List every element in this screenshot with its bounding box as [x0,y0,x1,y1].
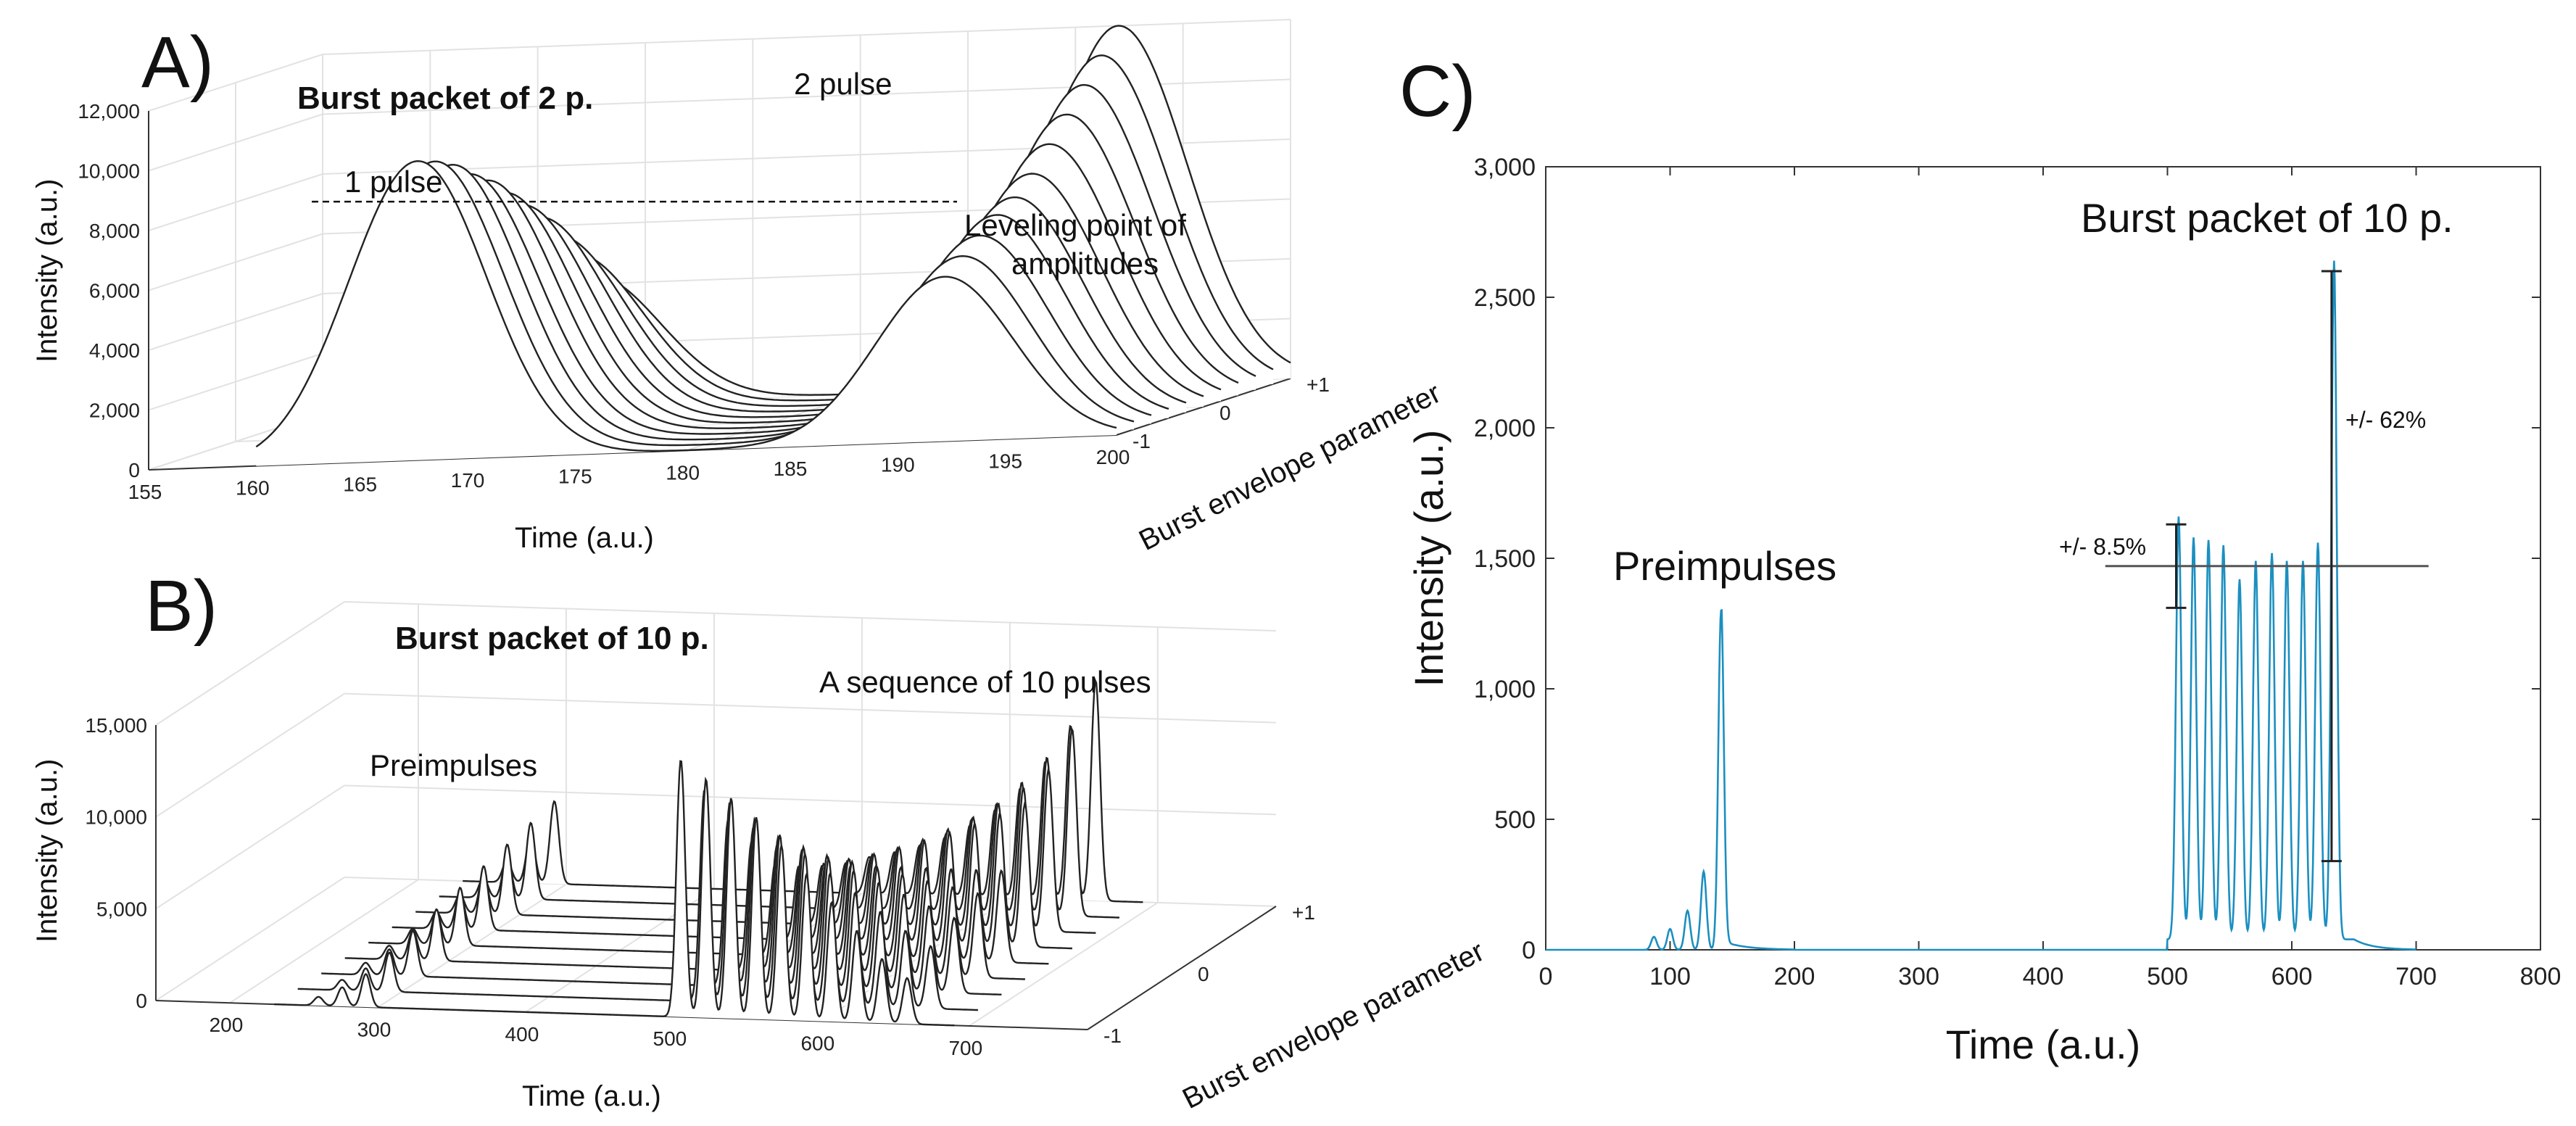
panel-b-annotation-sequence: A sequence of 10 pulses [819,665,1151,699]
panel-c-xtick-label: 100 [1649,963,1691,990]
panel-c-annotation-62: +/- 62% [2345,407,2426,433]
panel-c-ytick-label: 0 [1522,937,1536,964]
panel-c-ytick-label: 1,500 [1474,545,1536,573]
panel-b-xtick-label: 600 [800,1032,834,1055]
panel-b-z-axis [1087,906,1277,1030]
panel-a-xtick-label: 170 [451,469,485,492]
panel-b-ztick-label: -1 [1103,1024,1122,1047]
panel-c-series-line [1546,260,2416,951]
panel-c-ytick-label: 500 [1494,806,1536,834]
panel-a-xtick-label: 195 [988,450,1022,472]
panel-a-xtick-label: 165 [343,473,377,495]
panel-c-ytick-label: 1,000 [1474,676,1536,703]
panel-a-chart: 0 2,000 4,000 6,000 8,000 10,000 12,000 155 160 1… [31,19,1446,557]
panel-b-ztick-label: +1 [1292,901,1315,924]
panel-a-xtick-label: 180 [666,461,700,484]
panel-c-xtick-label: 0 [1539,963,1553,990]
panel-a-ytick-label: 2,000 [89,400,140,422]
panel-a-ztick-label: +1 [1306,373,1330,396]
panel-c-xtick-label: 600 [2271,963,2313,990]
panel-a-annotation-amplitudes: amplitudes [1011,247,1159,281]
panel-c-chart: 0 100 200 300 400 500 600 700 800 0 500 1,000 1,500 2… [1399,51,2561,1067]
panel-a-ztick-label: 0 [1219,402,1231,424]
panel-c-ytick-label: 2,500 [1474,284,1536,312]
panel-b-xtick-label: 200 [210,1014,244,1036]
panel-b-trace-fill [274,761,955,1026]
panel-b-trace [297,790,978,1011]
panel-b-xlabel: Time (a.u.) [522,1080,661,1112]
panel-a-ytick-label: 4,000 [89,339,140,362]
panel-b-title: Burst packet of 10 p. [395,621,709,656]
panel-b-grid-line [155,877,345,1001]
panel-a-ytick-label: 12,000 [78,100,140,123]
panel-a-xtick-label: 175 [558,465,592,488]
panel-a-xtick-label: 155 [128,481,162,503]
panel-b-ytick-label: 15,000 [85,714,147,737]
panel-b-ylabel: Intensity (a.u.) [31,759,63,943]
panel-a-xtick-label: 160 [236,477,270,500]
panel-b-letter: B) [145,566,218,647]
panel-b-grid-line [229,879,419,1004]
panel-c-ytick-label: 2,000 [1474,415,1536,442]
panel-b-grid-line [344,601,1277,632]
panel-a-ztick-label: -1 [1132,430,1151,452]
panel-a-letter: A) [141,22,214,103]
panel-a-annotation-leveling: Leveling point of [964,208,1186,242]
panel-c-xlabel: Time (a.u.) [1946,1022,2141,1067]
panel-b-xtick-label: 700 [948,1037,982,1059]
panel-c-annotation-8-5: +/- 8.5% [2059,534,2146,560]
panel-a-title: Burst packet of 2 p. [297,80,593,116]
panel-b-xtick-label: 400 [505,1023,539,1046]
panel-b-xtick-label: 500 [653,1027,687,1050]
panel-a-ytick-label: 0 [128,459,140,481]
panel-c-xtick-label: 500 [2147,963,2188,990]
panel-a-annotation-2-pulse: 2 pulse [794,67,892,101]
panel-b-annotation-preimpulses: Preimpulses [370,748,537,782]
panel-c-xtick-label: 700 [2395,963,2437,990]
panel-b-trace [274,760,955,1027]
panel-a-ytick-label: 8,000 [89,220,140,242]
panel-c-xtick-label: 200 [1774,963,1815,990]
panel-b-ytick-label: 5,000 [96,898,147,920]
panel-a-xtick-label: 200 [1096,446,1130,468]
panel-a-ytick-label: 6,000 [89,280,140,302]
panel-b-grid-line [344,785,1277,816]
panel-a-ytick-label: 10,000 [78,160,140,183]
panel-b-grid-line [155,692,345,818]
panel-c-annotation-preimpulses: Preimpulses [1613,543,1836,589]
panel-c-xtick-label: 400 [2023,963,2064,990]
panel-b-ytick-label: 0 [136,990,147,1012]
panel-c-ylabel: Intensity (a.u.) [1406,430,1451,687]
panel-a-grid-line [322,19,1291,55]
panel-b-grid-line [155,785,345,910]
panel-b-ytick-label: 10,000 [85,806,147,829]
panel-a-trace-fill [256,161,1117,466]
panel-a-xtick-label: 185 [774,458,808,480]
panel-b-ztick-label: 0 [1198,963,1209,985]
panel-a-annotation-1-pulse: 1 pulse [344,165,442,199]
panel-b-chart: 0 5,000 10,000 15,000 200 300 400 500 600 700 -1 0 +… [31,566,1489,1115]
panel-c-xtick-label: 300 [1898,963,1939,990]
panel-c-xtick-label: 800 [2520,963,2561,990]
panel-a-ylabel: Intensity (a.u.) [31,179,63,363]
panel-b-grid-line [344,692,1277,724]
panel-a-xtick-label: 190 [881,454,915,476]
panel-c-ytick-label: 3,000 [1474,154,1536,181]
panel-a-xlabel: Time (a.u.) [515,522,654,554]
panel-b-xtick-label: 300 [357,1019,392,1041]
panel-a-trace [255,160,1117,452]
panel-b-grid-line [155,601,345,726]
panel-c-letter: C) [1399,51,1476,132]
panel-b-grid-line [969,902,1159,1027]
panel-c-title: Burst packet of 10 p. [2081,195,2453,241]
